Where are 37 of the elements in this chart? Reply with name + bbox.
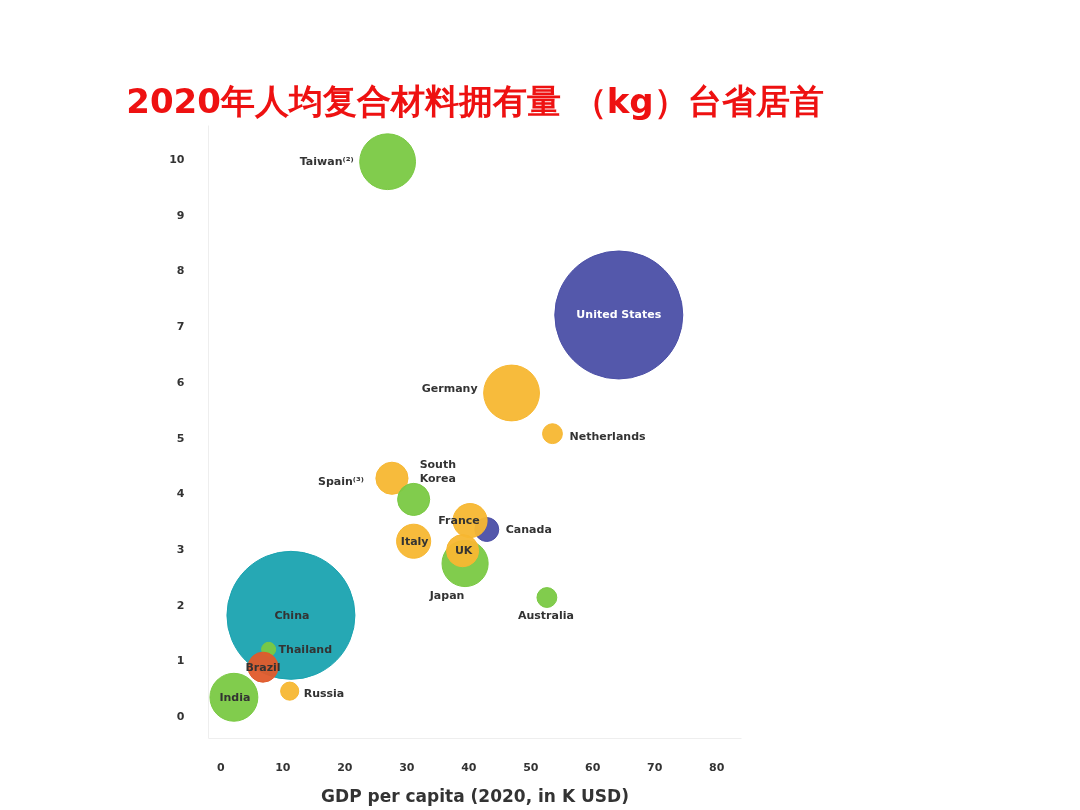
chart-title: 2020年人均复合材料拥有量 （kg）台省居首 (126, 80, 824, 121)
x-tick-label: 80 (709, 760, 725, 774)
x-tick-label: 30 (399, 760, 415, 774)
series-label: Japan (428, 589, 465, 603)
y-tick-label: 3 (176, 543, 185, 557)
x-tick-label: 60 (585, 760, 601, 774)
series-label: South Korea (419, 457, 457, 486)
series-label: Taiwan⁽²⁾ (299, 155, 354, 169)
x-tick-label: 10 (275, 760, 291, 774)
y-tick-label: 9 (176, 208, 185, 222)
x-tick-label: 70 (647, 760, 663, 774)
y-tick-label: 2 (176, 598, 185, 612)
x-tick-label: 0 (217, 760, 226, 774)
series-label: Canada (505, 523, 552, 537)
series-label: Italy (400, 534, 429, 548)
y-tick-label: 0 (176, 710, 185, 724)
y-tick-label: 6 (176, 375, 185, 389)
y-tick-label: 7 (176, 320, 185, 334)
y-tick-label: 8 (176, 264, 185, 278)
x-tick-label: 40 (461, 760, 477, 774)
y-tick-label: 10 (169, 152, 185, 166)
y-tick-label: 5 (176, 431, 185, 445)
series-label: Australia (517, 609, 574, 623)
series-label: Germany (421, 382, 478, 396)
series-label: China (274, 608, 310, 622)
x-axis-title: GDP per capita (2020, in K USD) (321, 785, 629, 806)
series-label: India (219, 690, 251, 704)
y-tick-label: 4 (176, 487, 185, 501)
y-tick-label: 1 (176, 654, 185, 668)
series-label: Thailand (278, 642, 333, 656)
series-label: United States (576, 308, 662, 322)
x-tick-label: 50 (523, 760, 539, 774)
series-label: Russia (303, 686, 345, 700)
series-label: Spain⁽³⁾ (317, 474, 364, 488)
series-label: UK (454, 544, 473, 558)
series-label: Netherlands (569, 430, 647, 444)
x-tick-label: 20 (337, 760, 353, 774)
